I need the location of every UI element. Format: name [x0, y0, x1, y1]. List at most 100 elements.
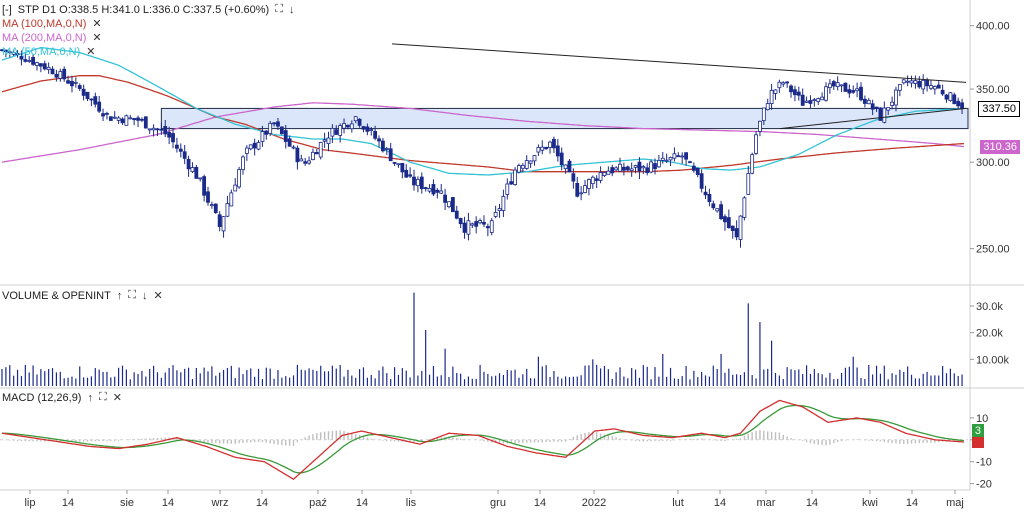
candle-body: [781, 82, 786, 85]
candle-body: [921, 79, 926, 90]
macd-line: [1, 399, 965, 480]
candle-body: [66, 80, 70, 84]
candle-body: [590, 176, 595, 185]
candle-body: [314, 152, 319, 155]
candle-body: [664, 159, 669, 162]
candle-body: [672, 153, 677, 159]
arrow-up-icon[interactable]: ↑: [116, 289, 123, 302]
candle-body: [252, 142, 257, 149]
candle-body: [948, 92, 953, 102]
candle-body: [497, 208, 502, 212]
time-axis-label: 14: [534, 497, 546, 509]
candle-body: [342, 123, 346, 129]
candle-body: [93, 96, 98, 105]
candle-body: [936, 84, 941, 89]
time-axis-label: 14: [714, 497, 726, 509]
candle-body: [384, 148, 389, 150]
candle-body: [715, 208, 720, 212]
candle-body: [120, 118, 125, 124]
candle-body: [956, 100, 961, 107]
ma200-legend: MA (200,MA,0,N) ✕: [2, 31, 102, 45]
volume-axis-label: 10.00k: [976, 354, 1010, 366]
candle-body: [244, 147, 249, 154]
candle-body: [221, 216, 226, 232]
candle-body: [583, 185, 587, 193]
candle-body: [147, 128, 152, 131]
candle-body: [598, 172, 603, 181]
candle-body: [680, 155, 685, 158]
candle-body: [42, 63, 47, 70]
close-icon[interactable]: ✕: [86, 46, 96, 58]
candle-body: [633, 165, 638, 168]
candle-body: [19, 55, 24, 60]
candle-body: [761, 107, 766, 121]
close-icon[interactable]: ✕: [112, 392, 122, 404]
candle-body: [660, 157, 665, 161]
price-axis-label: 250.00: [976, 244, 1010, 256]
candle-body: [105, 112, 109, 115]
last-price-tag: 337.50: [978, 101, 1020, 117]
candle-body: [256, 141, 261, 150]
trendline-upper: [391, 43, 967, 83]
arrow-up-icon[interactable]: ↑: [87, 391, 93, 404]
candle-body: [217, 214, 222, 227]
candle-body: [186, 158, 191, 170]
candle-body: [241, 156, 245, 171]
volume-axis-label: 30.0k: [976, 301, 1003, 313]
candle-body: [816, 98, 821, 102]
macd-axis-label: 10: [976, 413, 988, 425]
candle-body: [38, 63, 43, 67]
expand-icon[interactable]: ⛶: [275, 3, 283, 15]
candle-body: [882, 107, 887, 123]
candle-body: [894, 89, 898, 106]
ohlc-readout: STP D1 O:338.5 H:341.0 L:336.0 C:337.5 (…: [17, 3, 270, 16]
candle-body: [528, 160, 533, 164]
volume-panel-title: VOLUME & OPENINT: [2, 289, 111, 302]
candle-body: [419, 176, 424, 190]
candle-body: [206, 191, 210, 203]
resistance-zone: [160, 107, 969, 130]
candle-body: [454, 210, 459, 219]
time-axis-label: lip: [24, 497, 35, 509]
expand-icon[interactable]: ⛶: [128, 289, 136, 301]
candle-body: [478, 220, 482, 224]
candle-body: [785, 81, 790, 84]
candle-body: [159, 128, 164, 131]
candle-body: [431, 184, 436, 195]
expand-icon[interactable]: ⛶: [98, 391, 107, 403]
time-axis-label: 2022: [582, 497, 606, 509]
macd-signal-tag: [972, 437, 984, 448]
candle-body: [167, 132, 172, 138]
candle-body: [182, 151, 187, 159]
candle-body: [85, 91, 90, 99]
candle-body: [140, 118, 144, 121]
candle-body: [610, 167, 615, 174]
candle-body: [31, 56, 35, 65]
candle-body: [800, 94, 805, 106]
collapse-toggle[interactable]: [-]: [2, 3, 12, 16]
candle-body: [194, 166, 199, 179]
candle-body: [369, 129, 374, 132]
candle-body: [276, 121, 280, 127]
candle-body: [707, 194, 712, 203]
candle-body: [338, 125, 343, 136]
close-icon[interactable]: ✕: [153, 290, 163, 302]
close-icon[interactable]: ✕: [92, 18, 102, 30]
candle-body: [396, 163, 401, 166]
candle-body: [765, 103, 770, 111]
candle-body: [859, 86, 863, 101]
price-panel-header: [-] STP D1 O:338.5 H:341.0 L:336.0 C:337…: [2, 3, 294, 16]
close-icon[interactable]: ✕: [92, 32, 102, 44]
candle-body: [509, 181, 514, 185]
candle-body: [482, 221, 486, 225]
candle-body: [656, 160, 661, 168]
candle-body: [625, 166, 630, 171]
candle-body: [81, 88, 86, 96]
candle-body: [388, 148, 393, 162]
candle-body: [878, 107, 883, 121]
candle-body: [202, 176, 207, 196]
arrow-down-icon[interactable]: ↓: [288, 3, 295, 16]
arrow-down-icon[interactable]: ↓: [142, 289, 148, 302]
candle-body: [952, 94, 957, 105]
candle-body: [579, 192, 584, 195]
